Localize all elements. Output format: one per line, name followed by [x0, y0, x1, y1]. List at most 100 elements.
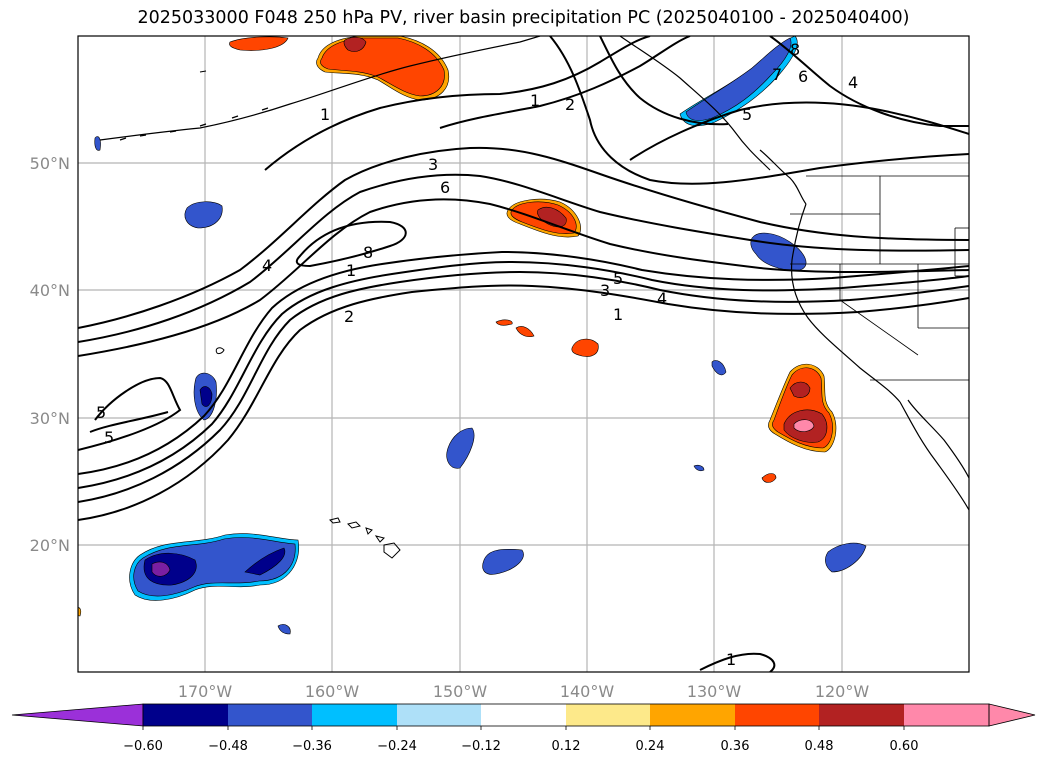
precip-blob: [825, 542, 867, 573]
contour-label: 7: [772, 65, 782, 84]
precip-blob: [143, 552, 197, 586]
longitude-labels: 170°W 160°W 150°W 140°W 130°W 120°W: [178, 682, 870, 701]
contour-label: 2: [344, 307, 354, 326]
colorbar-tick-label: −0.48: [208, 739, 248, 754]
colorbar-tick-label: −0.60: [123, 739, 163, 754]
colorbar-tick-label: −0.24: [377, 739, 417, 754]
pv-contour: [699, 652, 776, 672]
hawaii-islands: [329, 517, 401, 559]
colorbar-bin: [819, 704, 904, 726]
lon-label: 120°W: [815, 682, 870, 701]
contour-label: 8: [363, 243, 373, 262]
precip-blob: [789, 381, 811, 398]
pv-contour: [78, 250, 969, 475]
colorbar-bin: [481, 704, 566, 726]
contour-label: 3: [428, 155, 438, 174]
lon-label: 150°W: [433, 682, 488, 701]
precip-blob: [199, 386, 213, 407]
pv-contour: [78, 198, 969, 357]
map-frame: [77, 35, 970, 673]
island: [383, 542, 401, 559]
precip-blob: [229, 36, 289, 51]
precip-blob: [693, 464, 705, 472]
colorbar-tick-label: 0.48: [805, 739, 834, 754]
contour-label: 5: [742, 105, 752, 124]
precip-negative-blobs: [94, 36, 867, 635]
lon-label: 170°W: [178, 682, 233, 701]
island: [365, 527, 373, 535]
contour-label: 4: [262, 256, 272, 275]
pv-contour: [295, 220, 407, 268]
coastline-baja: [899, 401, 969, 511]
precip-blob: [761, 473, 777, 483]
latitude-labels: 50°N 40°N 30°N 20°N: [30, 154, 70, 555]
pv-contour: [78, 284, 969, 521]
contour-label: 1: [530, 91, 540, 110]
lon-label: 130°W: [687, 682, 742, 701]
precip-positive-blobs: [78, 36, 837, 617]
pv-contour: [599, 36, 729, 126]
precip-blob: [482, 549, 524, 575]
island: [374, 535, 385, 543]
colorbar-tick-label: 0.36: [721, 739, 750, 754]
pv-contour: [89, 411, 169, 433]
lat-label: 50°N: [30, 154, 70, 173]
contour-label: 2: [565, 95, 575, 114]
pv-contour: [78, 146, 969, 329]
contour-label: 5: [96, 403, 106, 422]
coastline-us-west: [790, 203, 901, 403]
precip-blob: [793, 419, 815, 432]
colorbar-bin: [735, 704, 819, 726]
pv-contour: [78, 173, 969, 343]
figure-title: 2025033000 F048 250 hPa PV, river basin …: [137, 8, 910, 28]
pv-contour: [78, 270, 969, 503]
contour-label: 5: [613, 269, 623, 288]
colorbar-tick-label: −0.12: [461, 739, 501, 754]
political-borders: [790, 175, 969, 381]
coastline-aleutian-islands: [119, 107, 269, 141]
coastline-gulf-ca: [907, 399, 969, 479]
pv-contour: [549, 36, 969, 185]
colorbar-extend-max: [988, 703, 1036, 727]
precip-blob: [184, 201, 223, 229]
lon-label: 140°W: [560, 682, 615, 701]
small-islands: [199, 70, 225, 355]
coastline-bc-panhandle: [619, 36, 771, 171]
contour-label: 1: [726, 650, 736, 669]
pv-contour: [769, 36, 969, 127]
lat-label: 40°N: [30, 281, 70, 300]
precip-blob: [320, 37, 445, 97]
precip-blob: [515, 326, 535, 338]
colorbar-bin: [143, 704, 228, 726]
colorbar-bin: [650, 704, 735, 726]
lon-label: 160°W: [305, 682, 360, 701]
island: [329, 517, 341, 524]
precip-blob: [78, 607, 82, 617]
pv-contour: [629, 101, 969, 161]
precip-blob: [151, 561, 171, 577]
contour-label: 8: [790, 40, 800, 59]
colorbar-ticks: [142, 726, 905, 730]
island: [347, 521, 361, 529]
precip-blob: [571, 338, 599, 357]
gridlines: [78, 36, 969, 672]
lat-label: 30°N: [30, 409, 70, 428]
contour-label: 1: [613, 305, 623, 324]
colorbar: −0.60 −0.48 −0.36 −0.24 −0.12 0.12 0.24 …: [11, 703, 1036, 754]
colorbar-extend-min: [11, 703, 144, 727]
pv-contour: [78, 260, 969, 489]
pv-contours: [78, 36, 969, 672]
precip-blob: [343, 36, 367, 52]
colorbar-bin: [228, 704, 312, 726]
precip-blob: [685, 37, 792, 121]
pv-contour: [78, 376, 182, 451]
island: [199, 70, 207, 73]
contour-label: 6: [798, 67, 808, 86]
contour-label: 4: [657, 289, 667, 308]
island: [215, 347, 225, 355]
precip-blob: [495, 319, 513, 326]
coastlines: [99, 36, 969, 511]
precip-blob: [446, 427, 475, 469]
colorbar-tick-label: 0.12: [552, 739, 581, 754]
